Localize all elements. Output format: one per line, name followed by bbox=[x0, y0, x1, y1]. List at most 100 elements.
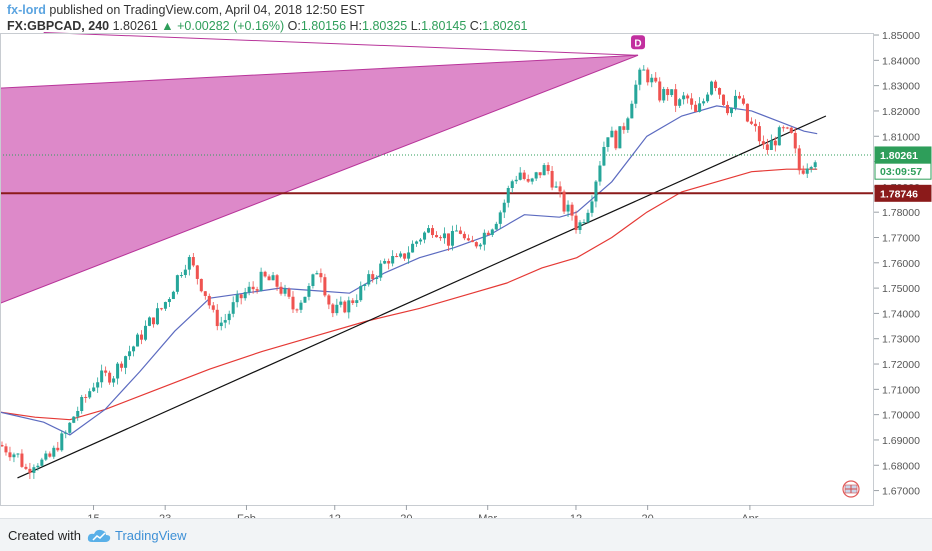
candle-body bbox=[407, 252, 411, 259]
candle-body bbox=[419, 239, 423, 242]
candle-body bbox=[498, 212, 502, 224]
candle-body bbox=[12, 454, 16, 458]
y-tick-label: 1.83000 bbox=[882, 81, 920, 93]
candle-body bbox=[781, 127, 785, 129]
candle-body bbox=[335, 304, 339, 314]
chart-header-published: fx-lord published on TradingView.com, Ap… bbox=[7, 3, 365, 17]
last-price: 1.80261 bbox=[112, 19, 158, 33]
candle-body bbox=[757, 126, 761, 142]
candle-body bbox=[183, 269, 187, 276]
candle-body bbox=[231, 302, 235, 314]
x-tick-label: 20 bbox=[400, 513, 412, 518]
candle-body bbox=[44, 453, 48, 460]
candle-body bbox=[60, 433, 64, 451]
candle-body bbox=[88, 391, 92, 398]
candle-body bbox=[307, 285, 311, 297]
candle-body bbox=[387, 260, 391, 264]
y-tick-label: 1.76000 bbox=[882, 258, 920, 270]
price-label-level: 1.78746 bbox=[880, 188, 918, 200]
candle-body bbox=[319, 273, 323, 278]
fast-moving-average-line bbox=[0, 105, 818, 436]
candle-body bbox=[28, 468, 32, 473]
candle-body bbox=[179, 275, 183, 277]
candle-body bbox=[331, 304, 335, 314]
trendline bbox=[17, 115, 827, 479]
candle-body bbox=[777, 127, 781, 146]
y-tick-label: 1.72000 bbox=[882, 359, 920, 371]
y-tick-label: 1.73000 bbox=[882, 334, 920, 346]
low-value: 1.80145 bbox=[421, 19, 467, 33]
pattern-triangle bbox=[0, 54, 639, 304]
candle-body bbox=[566, 204, 570, 212]
candle-body bbox=[219, 322, 223, 327]
x-tick-label: Mar bbox=[478, 513, 497, 518]
candle-body bbox=[132, 346, 136, 352]
candle-body bbox=[263, 271, 267, 277]
candle-body bbox=[124, 356, 128, 368]
candle-body bbox=[610, 130, 614, 138]
price-labels: 1.80261 03:09:57 1.78746 bbox=[874, 146, 932, 202]
candle-body bbox=[745, 103, 749, 122]
candle-body bbox=[805, 168, 809, 174]
candle-body bbox=[562, 191, 566, 212]
candle-body bbox=[4, 446, 8, 453]
candle-body bbox=[395, 256, 399, 258]
price-chart[interactable]: 1.850001.840001.830001.820001.810001.800… bbox=[0, 0, 932, 518]
candle-body bbox=[375, 277, 379, 280]
candle-body bbox=[72, 416, 76, 423]
candle-body bbox=[311, 274, 315, 286]
candle-body bbox=[116, 363, 120, 379]
candle-body bbox=[450, 230, 454, 246]
candle-body bbox=[658, 81, 662, 101]
candle-body bbox=[638, 69, 642, 85]
candle-body bbox=[582, 222, 586, 224]
candle-body bbox=[502, 202, 506, 213]
candle-body bbox=[490, 229, 494, 235]
candle-body bbox=[187, 257, 191, 270]
candle-body bbox=[84, 396, 88, 398]
candle-body bbox=[383, 260, 387, 264]
candle-body bbox=[550, 170, 554, 188]
candle-body bbox=[175, 275, 179, 292]
candle-body bbox=[339, 301, 343, 305]
created-with-text: Created with bbox=[8, 528, 81, 543]
candle-body bbox=[761, 141, 765, 145]
candle-body bbox=[474, 242, 478, 247]
candle-body bbox=[52, 447, 56, 457]
candle-body bbox=[195, 265, 199, 279]
author-name[interactable]: fx-lord bbox=[7, 3, 46, 17]
tradingview-brand[interactable]: TradingView bbox=[115, 528, 187, 543]
chart-header-ohlc: FX:GBPCAD, 240 1.80261 ▲ +0.00282 (+0.16… bbox=[7, 19, 527, 33]
candle-body bbox=[355, 300, 359, 304]
candle-body bbox=[171, 291, 175, 300]
candle-body bbox=[514, 179, 518, 182]
candle-body bbox=[255, 289, 259, 291]
candle-body bbox=[494, 223, 498, 230]
candle-body bbox=[686, 95, 690, 99]
candle-body bbox=[554, 186, 558, 188]
candle-body bbox=[167, 299, 171, 303]
candle-body bbox=[343, 301, 347, 313]
published-text: published on TradingView.com, April 04, … bbox=[49, 3, 365, 17]
candle-body bbox=[773, 140, 777, 146]
candle-body bbox=[207, 295, 211, 306]
candle-body bbox=[718, 88, 722, 95]
x-tick-label: 20 bbox=[642, 513, 654, 518]
candle-body bbox=[614, 130, 618, 149]
candle-body bbox=[674, 89, 678, 106]
candle-body bbox=[291, 296, 295, 310]
candle-body bbox=[151, 317, 155, 325]
horizontal-level bbox=[0, 154, 874, 195]
candle-body bbox=[96, 382, 100, 388]
candle-body bbox=[112, 378, 116, 383]
candle-body bbox=[80, 396, 84, 411]
candle-body bbox=[155, 308, 159, 325]
pattern-upper-line bbox=[43, 31, 639, 56]
candle-body bbox=[136, 334, 140, 347]
y-tick-label: 1.84000 bbox=[882, 55, 920, 67]
candle-body bbox=[367, 274, 371, 285]
y-tick-label: 1.81000 bbox=[882, 131, 920, 143]
candle-body bbox=[714, 81, 718, 89]
candle-body bbox=[363, 284, 367, 286]
candle-body bbox=[139, 334, 144, 340]
